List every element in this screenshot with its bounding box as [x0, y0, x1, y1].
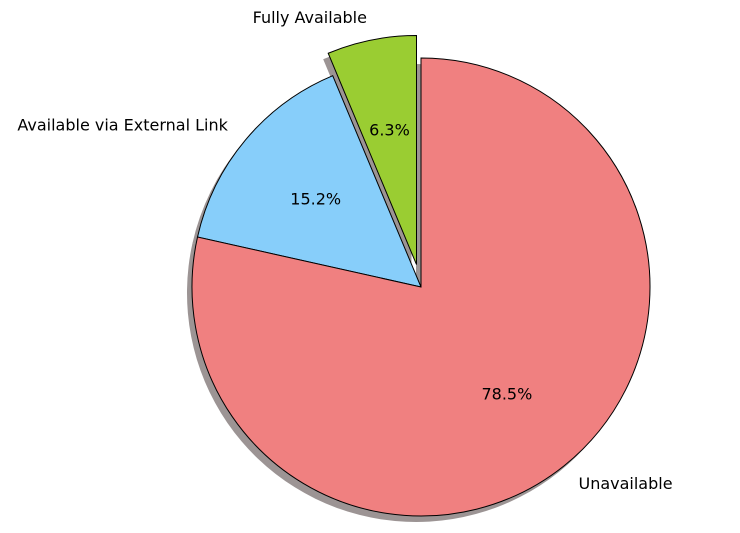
category-label-unavailable: Unavailable	[578, 474, 672, 493]
pie-labels: 6.3% Fully Available 15.2% Available via Ex…	[17, 8, 672, 493]
category-label-available-via-external-link: Available via External Link	[17, 116, 228, 135]
slice-unavailable	[191, 57, 651, 517]
pct-label-unavailable: 78.5%	[481, 385, 532, 404]
slice-available-via-external-link	[196, 75, 422, 288]
category-label-fully-available: Fully Available	[253, 8, 367, 27]
pct-label-available-via-external-link: 15.2%	[290, 189, 341, 208]
slice-fully-available	[327, 35, 417, 265]
pct-label-fully-available: 6.3%	[369, 120, 410, 139]
pie-slices	[191, 35, 651, 517]
